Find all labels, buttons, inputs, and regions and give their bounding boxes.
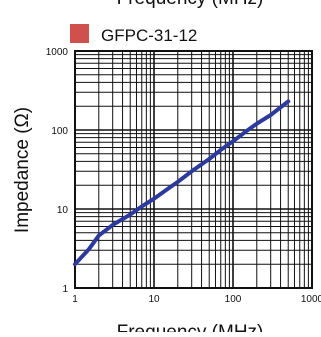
y-tick-label: 1000 — [46, 47, 69, 58]
x-tick-label: 1 — [72, 294, 78, 305]
legend-label: GFPC-31-12 — [101, 26, 197, 45]
x-tick-label: 100 — [225, 294, 242, 305]
y-tick-label: 1 — [62, 284, 68, 295]
y-tick-label: 10 — [57, 205, 69, 216]
x-tick-label: 1000 — [301, 294, 321, 305]
grid-layer — [75, 51, 312, 288]
series-layer — [73, 99, 291, 267]
y-axis-label: Impedance (Ω) — [12, 107, 33, 233]
legend-swatch — [70, 24, 89, 43]
chart-title: Frequency (MHz) — [117, 0, 264, 9]
plot-frame — [74, 50, 313, 289]
y-tick-label: 100 — [51, 126, 68, 137]
tick-layer: 1 10 100 1000 1000 100 10 1 — [46, 47, 321, 305]
x-axis-label: Frequency (MHz) — [117, 322, 264, 332]
x-tick-label: 10 — [148, 294, 160, 305]
impedance-series-line — [73, 99, 291, 267]
